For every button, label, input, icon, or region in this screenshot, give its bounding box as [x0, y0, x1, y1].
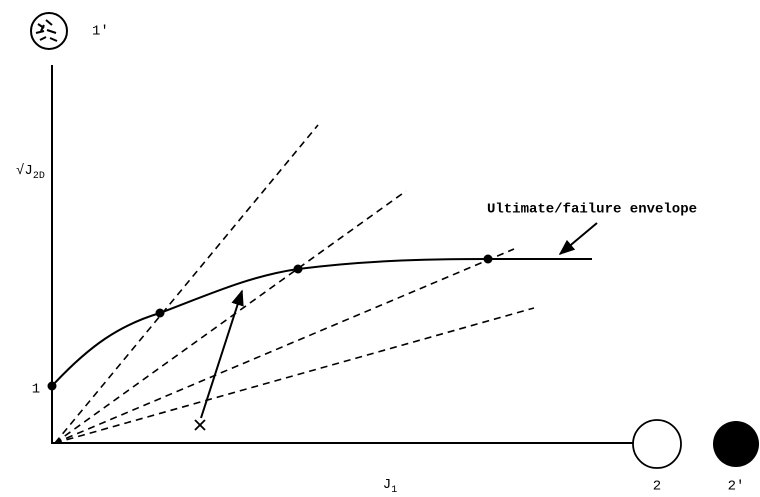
stress-paths: [55, 125, 534, 443]
start-mark: [195, 420, 205, 430]
y-axis-label: √J2D: [16, 163, 45, 182]
envelope-label: Ultimate/failure envelope: [487, 202, 697, 218]
diagram: 1′ √J2D J1 1 Ultimate/failure envelope 2…: [0, 0, 760, 497]
x-axis-main: J: [383, 477, 391, 493]
filled-circle-label: 2′: [728, 479, 745, 495]
soil-icon: [31, 13, 67, 49]
x-axis-label: J1: [383, 477, 397, 496]
y-axis-sub: 2D: [33, 171, 45, 182]
hollow-circle: [633, 420, 681, 468]
envelope-arrow: [560, 223, 597, 254]
y-axis-main: √J: [16, 163, 33, 179]
x-axis-sub: 1: [391, 485, 397, 496]
hollow-circle-label: 2: [653, 479, 661, 495]
load-arrow: [201, 291, 242, 418]
page: 1′ √J2D J1 1 Ultimate/failure envelope 2…: [0, 0, 760, 497]
icon-label: 1′: [92, 24, 109, 40]
filled-circle: [713, 421, 759, 467]
y-tick-label: 1: [32, 382, 40, 398]
